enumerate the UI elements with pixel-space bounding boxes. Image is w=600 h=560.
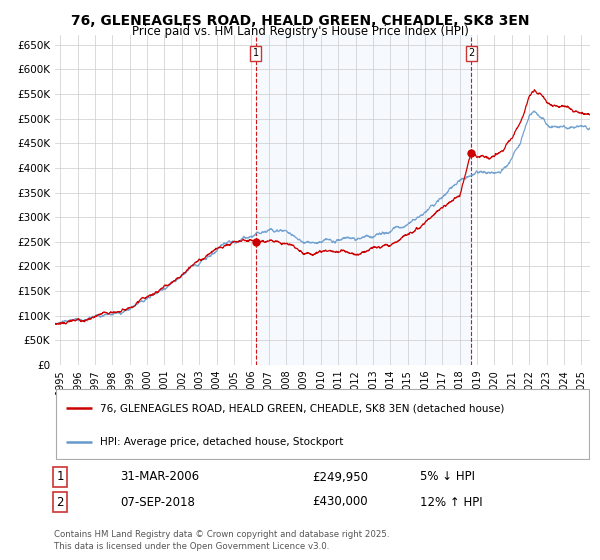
Text: HPI: Average price, detached house, Stockport: HPI: Average price, detached house, Stoc… bbox=[100, 437, 344, 447]
Text: 31-MAR-2006: 31-MAR-2006 bbox=[120, 470, 199, 483]
Text: 1: 1 bbox=[253, 48, 259, 58]
Text: 07-SEP-2018: 07-SEP-2018 bbox=[120, 496, 195, 508]
Text: 12% ↑ HPI: 12% ↑ HPI bbox=[420, 496, 482, 508]
Text: 2: 2 bbox=[56, 496, 64, 508]
Text: £430,000: £430,000 bbox=[312, 496, 368, 508]
Text: 5% ↓ HPI: 5% ↓ HPI bbox=[420, 470, 475, 483]
Bar bbox=[256, 35, 472, 365]
FancyBboxPatch shape bbox=[56, 389, 589, 459]
Text: £249,950: £249,950 bbox=[312, 470, 368, 483]
Text: 2: 2 bbox=[468, 48, 475, 58]
Text: Contains HM Land Registry data © Crown copyright and database right 2025.
This d: Contains HM Land Registry data © Crown c… bbox=[54, 530, 389, 551]
Text: 76, GLENEAGLES ROAD, HEALD GREEN, CHEADLE, SK8 3EN: 76, GLENEAGLES ROAD, HEALD GREEN, CHEADL… bbox=[71, 14, 529, 28]
Text: 1: 1 bbox=[56, 470, 64, 483]
Text: 76, GLENEAGLES ROAD, HEALD GREEN, CHEADLE, SK8 3EN (detached house): 76, GLENEAGLES ROAD, HEALD GREEN, CHEADL… bbox=[100, 403, 505, 413]
Text: Price paid vs. HM Land Registry's House Price Index (HPI): Price paid vs. HM Land Registry's House … bbox=[131, 25, 469, 38]
